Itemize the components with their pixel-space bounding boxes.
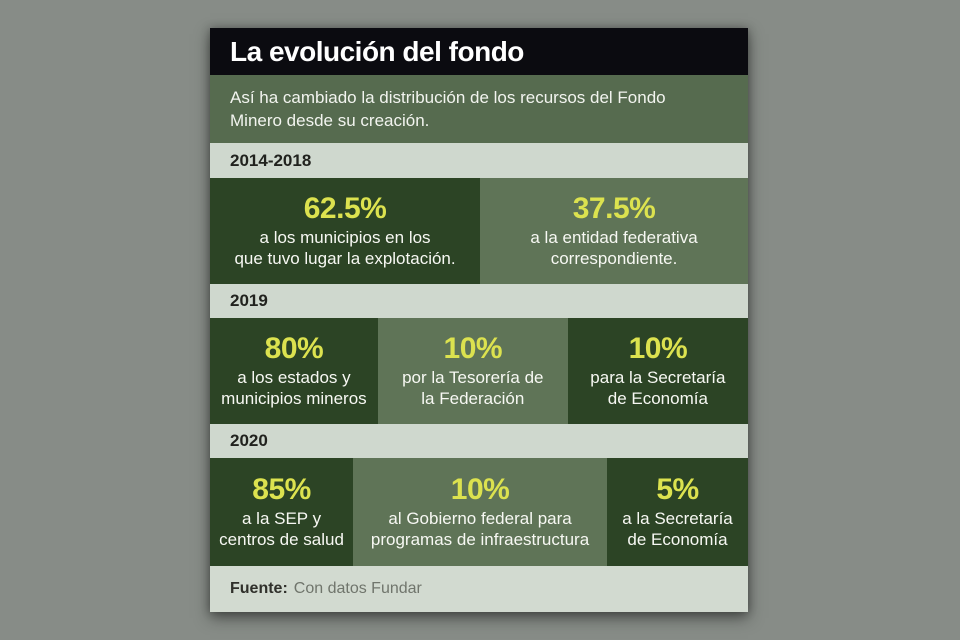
allocation-description: al Gobierno federal para programas de in… [370, 508, 590, 550]
percentage-value: 10% [628, 332, 688, 366]
allocation-description: por la Tesorería de la Federación [402, 367, 544, 409]
allocation-cell: 37.5% a la entidad federativa correspond… [480, 178, 748, 284]
allocation-cell: 80% a los estados y municipios mineros [210, 318, 378, 424]
allocation-row-2019: 80% a los estados y municipios mineros 1… [210, 318, 748, 424]
percentage-value: 85% [252, 473, 311, 507]
subtitle-text: Así ha cambiado la distribución de los r… [210, 75, 748, 143]
allocation-description: a la entidad federativa correspondiente. [530, 227, 698, 269]
allocation-cell: 85% a la SEP y centros de salud [210, 458, 354, 566]
percentage-value: 5% [656, 473, 699, 507]
percentage-value: 10% [450, 473, 510, 507]
source-text: Con datos Fundar [293, 580, 422, 597]
allocation-cell: 10% para la Secretaría de Economía [567, 318, 748, 424]
percentage-value: 62.5% [303, 192, 387, 226]
page-title: La evolución del fondo [230, 35, 524, 67]
percentage-value: 10% [443, 332, 503, 366]
allocation-cell: 62.5% a los municipios en los que tuvo l… [210, 178, 481, 284]
allocation-description: a los estados y municipios mineros [221, 367, 367, 409]
period-band-2014-2018: 2014-2018 [210, 143, 748, 178]
percentage-value: 37.5% [572, 192, 656, 226]
allocation-cell: 5% a la Secretaría de Economía [607, 458, 748, 566]
title-bar: La evolución del fondo [210, 28, 748, 75]
allocation-row-2020: 85% a la SEP y centros de salud 10% al G… [210, 458, 748, 566]
source-bar: Fuente: Con datos Fundar [210, 566, 748, 612]
allocation-row-2014-2018: 62.5% a los municipios en los que tuvo l… [210, 178, 748, 284]
allocation-description: para la Secretaría de Economía [590, 367, 726, 409]
period-band-2020: 2020 [210, 424, 748, 458]
allocation-description: a la Secretaría de Economía [622, 508, 733, 550]
infographic-card: La evolución del fondo Así ha cambiado l… [210, 28, 748, 612]
allocation-cell: 10% al Gobierno federal para programas d… [353, 458, 608, 566]
percentage-value: 80% [264, 332, 324, 366]
allocation-cell: 10% por la Tesorería de la Federación [377, 318, 568, 424]
allocation-description: a los municipios en los que tuvo lugar l… [234, 227, 456, 269]
source-label: Fuente: [230, 580, 288, 597]
allocation-description: a la SEP y centros de salud [219, 508, 344, 550]
period-band-2019: 2019 [210, 284, 748, 318]
